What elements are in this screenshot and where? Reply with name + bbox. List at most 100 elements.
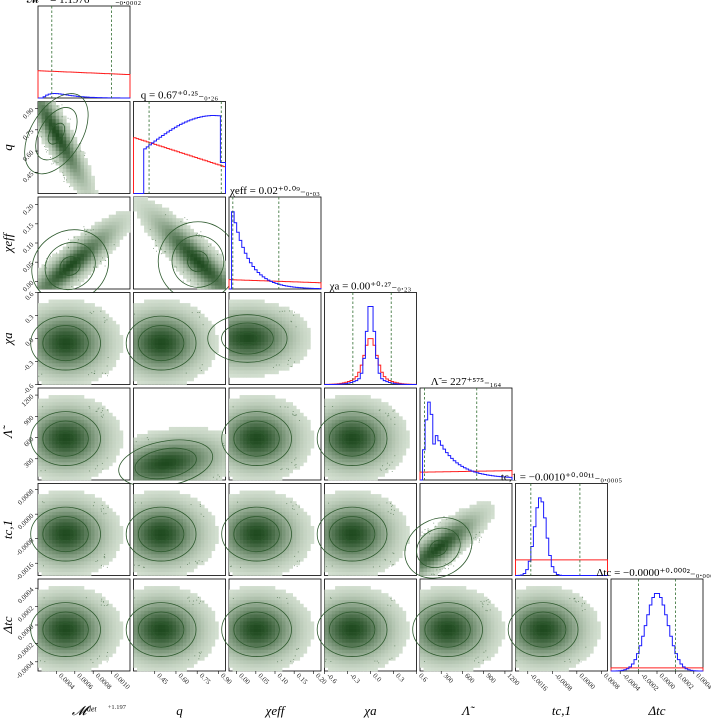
- density-cell: [48, 444, 53, 449]
- density-cell: [154, 331, 159, 336]
- density-cell: [80, 504, 85, 509]
- density-cell: [87, 426, 92, 431]
- density-cell: [275, 345, 279, 350]
- density-cell: [285, 419, 290, 424]
- density-cell: [55, 451, 60, 456]
- density-cell: [193, 320, 198, 325]
- density-cell: [179, 253, 184, 258]
- density-cell: [94, 557, 99, 562]
- sample-point: [104, 265, 106, 267]
- density-cell: [133, 504, 138, 509]
- sample-point: [284, 406, 286, 408]
- density-cell: [200, 243, 205, 247]
- density-cell: [48, 143, 53, 148]
- density-cell: [105, 441, 110, 445]
- density-cell: [66, 525, 71, 530]
- density-cell: [140, 342, 145, 346]
- density-cell: [98, 317, 102, 322]
- sample-point: [199, 367, 201, 369]
- sample-point: [102, 410, 103, 412]
- density-cell: [356, 448, 361, 452]
- density-cell: [94, 250, 99, 254]
- density-cell: [38, 451, 42, 456]
- density-cell: [66, 122, 71, 127]
- density-cell: [147, 200, 152, 205]
- density-cell: [98, 370, 102, 375]
- density-cell: [395, 444, 400, 449]
- density-cell: [76, 175, 81, 180]
- density-cell: [147, 299, 152, 304]
- density-cell: [271, 359, 276, 364]
- density-cell: [76, 281, 81, 286]
- density-cell: [38, 345, 42, 350]
- density-cell: [370, 472, 375, 477]
- density-cell: [108, 331, 113, 336]
- density-cell: [73, 561, 78, 566]
- density-cell: [172, 345, 177, 350]
- posterior-histogram: [133, 115, 226, 194]
- density-cell: [243, 448, 247, 452]
- density-cell: [41, 402, 46, 406]
- density-cell: [154, 225, 159, 230]
- density-cell: [84, 373, 88, 378]
- density-cell: [76, 299, 81, 304]
- density-cell: [76, 434, 81, 438]
- density-cell: [101, 501, 106, 506]
- density-cell: [84, 324, 88, 329]
- density-cell: [76, 554, 81, 559]
- density-cell: [48, 405, 53, 410]
- density-cell: [193, 342, 198, 346]
- density-cell: [161, 324, 166, 329]
- density-cell: [232, 409, 237, 414]
- density-cell: [190, 331, 194, 336]
- density-cell: [144, 303, 148, 307]
- density-cell: [218, 441, 223, 445]
- density-cell: [73, 168, 78, 173]
- density-cell: [45, 564, 49, 569]
- density-cell: [229, 363, 233, 368]
- density-cell: [45, 451, 49, 456]
- density-cell: [108, 334, 113, 339]
- density-cell: [165, 253, 170, 258]
- density-cell: [158, 455, 163, 460]
- density-cell: [73, 243, 78, 247]
- density-cell: [289, 409, 293, 414]
- density-cell: [289, 324, 293, 329]
- density-cell: [45, 437, 49, 442]
- density-cell: [69, 462, 74, 467]
- density-cell: [232, 356, 237, 361]
- density-cell: [246, 349, 251, 353]
- sample-point: [294, 464, 296, 466]
- density-cell: [133, 342, 138, 346]
- density-cell: [108, 557, 113, 562]
- density-cell: [207, 430, 212, 435]
- density-cell: [236, 310, 240, 315]
- density-cell: [144, 370, 148, 375]
- density-cell: [112, 246, 117, 251]
- density-cell: [218, 465, 223, 470]
- density-cell: [161, 228, 166, 233]
- density-cell: [80, 151, 85, 155]
- density-cell: [115, 434, 120, 438]
- density-cell: [59, 274, 64, 279]
- density-cell: [101, 504, 106, 509]
- sample-point: [289, 310, 290, 312]
- density-cell: [112, 536, 117, 541]
- density-cell: [69, 508, 74, 513]
- density-cell: [267, 444, 272, 449]
- density-cell: [214, 441, 219, 445]
- density-cell: [282, 434, 286, 438]
- density-cell: [172, 225, 177, 230]
- density-cell: [243, 402, 247, 406]
- density-cell: [345, 458, 350, 463]
- density-cell: [303, 349, 308, 353]
- density-cell: [151, 221, 156, 226]
- density-cell: [366, 465, 371, 470]
- density-cell: [232, 320, 237, 325]
- density-cell: [275, 363, 279, 368]
- density-cell: [59, 536, 64, 541]
- density-cell: [55, 416, 60, 421]
- density-cell: [211, 441, 216, 445]
- density-cell: [154, 228, 159, 233]
